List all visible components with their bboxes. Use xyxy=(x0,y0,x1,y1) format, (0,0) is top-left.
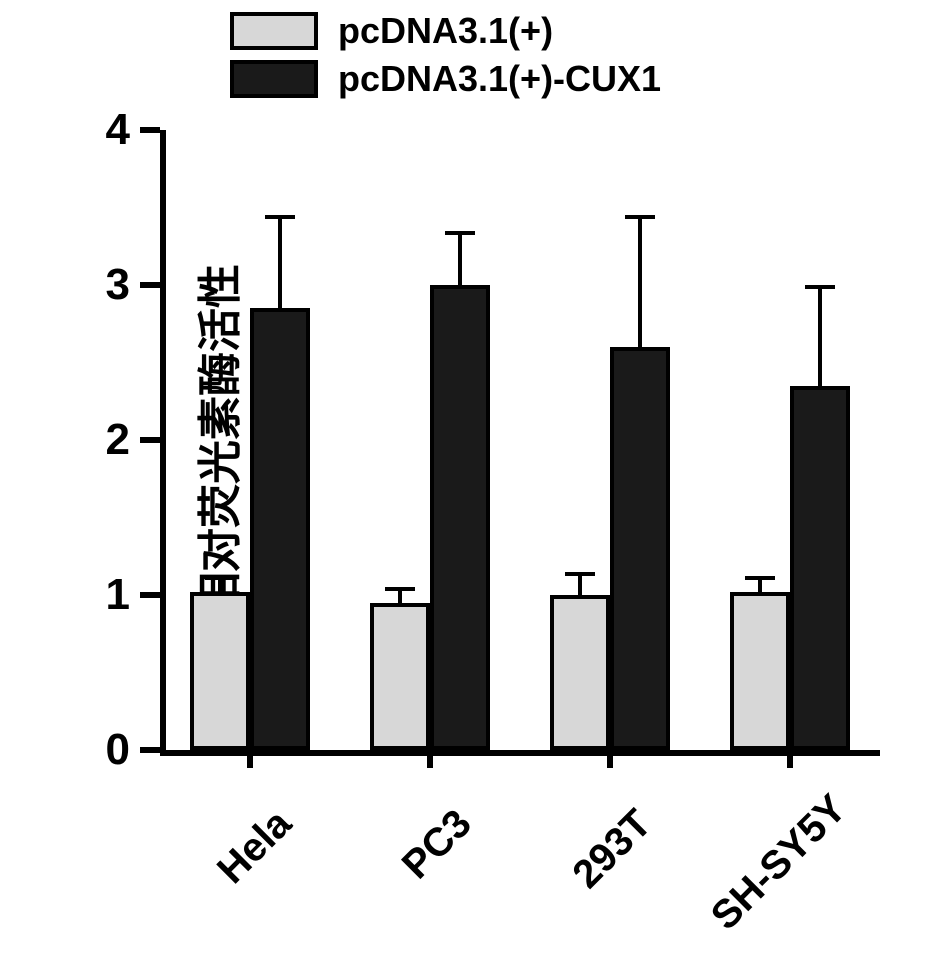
y-tick xyxy=(140,282,160,288)
y-tick-label: 4 xyxy=(106,105,130,155)
error-bar xyxy=(818,285,822,386)
x-tick xyxy=(607,750,613,768)
bar xyxy=(190,592,250,750)
x-tick xyxy=(247,750,253,768)
x-tick-label: SH-SY5Y xyxy=(703,780,862,939)
legend: pcDNA3.1(+) pcDNA3.1(+)-CUX1 xyxy=(230,10,661,106)
legend-label-0: pcDNA3.1(+) xyxy=(338,10,553,52)
bar xyxy=(250,308,310,750)
x-tick-label: PC3 xyxy=(343,780,502,939)
error-cap xyxy=(205,576,235,580)
legend-label-1: pcDNA3.1(+)-CUX1 xyxy=(338,58,661,100)
error-bar xyxy=(638,215,642,347)
bar xyxy=(610,347,670,750)
y-axis xyxy=(160,130,166,750)
x-tick xyxy=(787,750,793,768)
bar xyxy=(430,285,490,750)
legend-swatch-0 xyxy=(230,12,318,50)
bar xyxy=(730,592,790,750)
y-tick xyxy=(140,127,160,133)
error-bar xyxy=(458,231,462,285)
x-tick-label: 293T xyxy=(523,780,682,939)
legend-item: pcDNA3.1(+)-CUX1 xyxy=(230,58,661,100)
x-tick xyxy=(427,750,433,768)
y-tick-label: 0 xyxy=(106,725,130,775)
y-tick-label: 2 xyxy=(106,415,130,465)
error-cap xyxy=(745,576,775,580)
legend-swatch-1 xyxy=(230,60,318,98)
y-tick-label: 3 xyxy=(106,260,130,310)
error-cap xyxy=(265,215,295,219)
y-tick xyxy=(140,437,160,443)
bar xyxy=(790,386,850,750)
chart-container: pcDNA3.1(+) pcDNA3.1(+)-CUX1 相对荧光素酶活性 01… xyxy=(0,0,950,980)
error-cap xyxy=(565,572,595,576)
plot-area: 01234HelaPC3293TSH-SY5Y xyxy=(160,130,880,750)
error-bar xyxy=(278,215,282,308)
legend-item: pcDNA3.1(+) xyxy=(230,10,661,52)
error-cap xyxy=(445,231,475,235)
error-cap xyxy=(385,587,415,591)
bar xyxy=(370,603,430,750)
x-axis xyxy=(160,750,880,756)
error-cap xyxy=(805,285,835,289)
x-tick-label: Hela xyxy=(163,780,322,939)
y-tick xyxy=(140,747,160,753)
y-tick-label: 1 xyxy=(106,570,130,620)
bar xyxy=(550,595,610,750)
y-tick xyxy=(140,592,160,598)
error-cap xyxy=(625,215,655,219)
